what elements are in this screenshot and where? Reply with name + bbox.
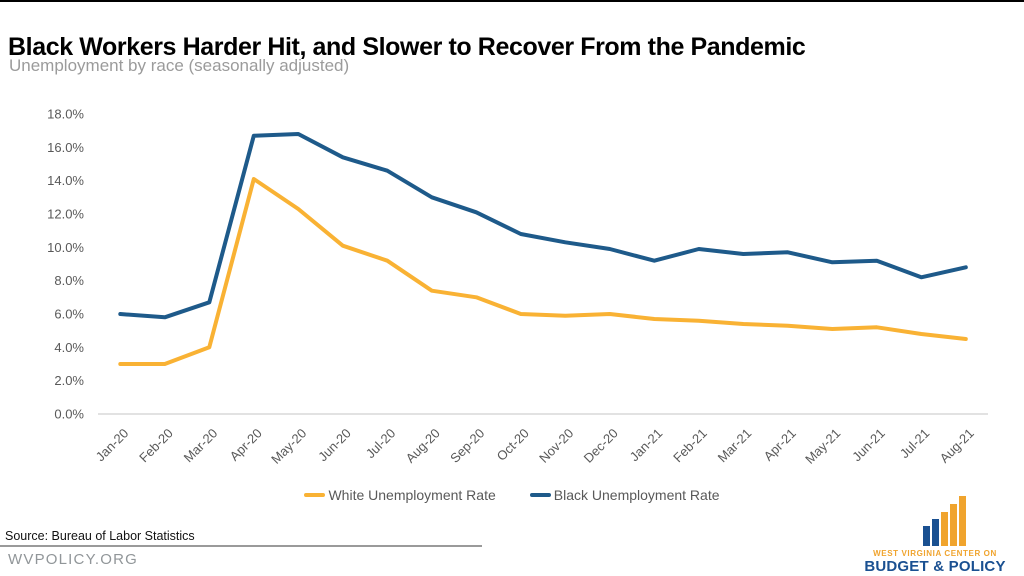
white-series-line [118, 177, 968, 366]
x-axis-tick-label: Feb-20 [136, 426, 176, 466]
y-axis-tick-label: 10.0% [47, 240, 84, 255]
x-axis-tick-label: Jul-21 [897, 426, 933, 462]
y-axis-tick-label: 0.0% [54, 407, 84, 422]
logo-bar [922, 526, 930, 546]
x-axis-tick-label: Sep-20 [447, 426, 487, 466]
unemployment-line-chart: 0.0% 2.0% 4.0% 6.0% 8.0% 10.0% 12.0% 14.0% 16.0%… [47, 107, 988, 467]
footer-divider-line [0, 545, 482, 547]
white-series-swatch [304, 493, 326, 497]
x-axis-tick-label: Jul-20 [363, 426, 399, 462]
x-axis-tick-label: Mar-20 [181, 426, 221, 466]
x-axis-tick-label: Nov-20 [536, 426, 576, 466]
wvcbp-logo: WEST VIRGINIA CENTER ON BUDGET & POLICY [860, 494, 1010, 575]
x-axis-tick-label: Aug-20 [403, 426, 443, 466]
x-axis-tick-label: Apr-21 [761, 426, 799, 464]
logo-line1: WEST VIRGINIA CENTER ON [873, 549, 997, 558]
x-axis-tick-label: Oct-20 [494, 426, 532, 464]
x-axis-tick-label: Mar-21 [715, 426, 755, 466]
legend-label-black: Black Unemployment Rate [553, 487, 720, 503]
website-url: WVPOLICY.ORG [8, 551, 138, 568]
y-axis-tick-label: 12.0% [47, 207, 84, 222]
black-series-swatch [529, 493, 551, 497]
legend-label-white: White Unemployment Rate [328, 487, 496, 503]
page-title: Black Workers Harder Hit, and Slower to … [8, 32, 806, 61]
legend-item-black: Black Unemployment Rate [529, 487, 720, 503]
x-axis-tick-label: Jan-21 [627, 426, 666, 465]
chart-subtitle: Unemployment by race (seasonally adjuste… [9, 56, 350, 75]
x-axis-tick-label: May-20 [268, 426, 309, 467]
chart-legend: White Unemployment Rate Black Unemployme… [0, 487, 1024, 503]
x-axis-tick-label: Aug-21 [937, 426, 977, 466]
x-axis-tick-label: Dec-20 [581, 426, 621, 466]
legend-item-white: White Unemployment Rate [304, 487, 496, 503]
logo-line2: BUDGET & POLICY [864, 558, 1006, 575]
bar-chart-icon [922, 494, 966, 546]
x-axis-tick-label: Feb-21 [670, 426, 710, 466]
y-axis-tick-label: 16.0% [47, 140, 84, 155]
logo-bar [958, 496, 966, 546]
x-axis-tick-label: Jan-20 [93, 426, 132, 465]
x-axis-tick-label: Jun-21 [849, 426, 888, 465]
y-axis-tick-label: 18.0% [47, 107, 84, 122]
y-axis-tick-label: 2.0% [54, 373, 84, 388]
y-axis-tick-label: 6.0% [54, 307, 84, 322]
y-axis-tick-label: 8.0% [54, 273, 84, 288]
logo-bar [940, 512, 948, 546]
logo-bar [931, 519, 939, 546]
source-note: Source: Bureau of Labor Statistics [5, 529, 195, 543]
top-border-line [0, 0, 1024, 2]
y-axis-tick-label: 14.0% [47, 173, 84, 188]
x-axis-tick-label: Apr-20 [227, 426, 265, 464]
logo-bar [949, 504, 957, 546]
x-axis-tick-label: Jun-20 [315, 426, 354, 465]
y-axis-tick-label: 4.0% [54, 340, 84, 355]
black-series-line [118, 132, 968, 320]
x-axis-tick-label: May-21 [802, 426, 843, 467]
